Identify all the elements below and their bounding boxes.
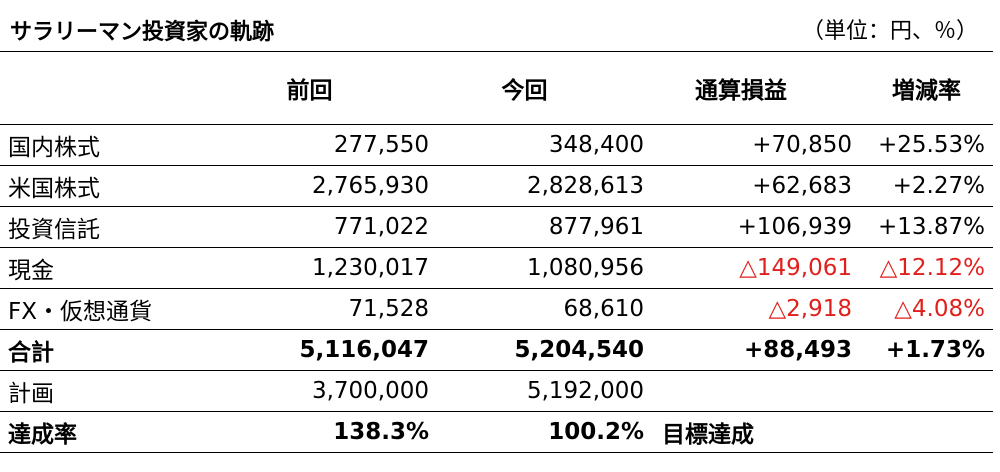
change-rate-value: △12.12% [860,247,993,289]
total-gain: +88,493 [652,329,860,371]
page-title: サラリーマン投資家の軌跡 [10,20,275,45]
previous-value: 771,022 [222,206,437,248]
change-rate-value: △4.08% [860,288,993,330]
current-value: 2,828,613 [437,165,652,207]
row-label: FX・仮想通貨 [0,288,222,330]
row-label: 現金 [0,247,222,289]
current-value: 1,080,956 [437,247,652,289]
current-value: 68,610 [437,288,652,330]
change-rate-value: +13.87% [860,206,993,248]
table-row: FX・仮想通貨 71,528 68,610 △2,918 △4.08% [0,288,993,330]
asset-table: 前回 今回 通算損益 増減率 国内株式 277,550 348,400 +70,… [0,52,993,453]
change-rate-value: +25.53% [860,124,993,166]
previous-value: 2,765,930 [222,165,437,207]
total-previous: 5,116,047 [222,329,437,371]
previous-value: 1,230,017 [222,247,437,289]
change-rate-value: +2.27% [860,165,993,207]
previous-value: 277,550 [222,124,437,166]
achievement-previous: 138.3% [222,411,437,453]
row-label: 米国株式 [0,165,222,207]
achievement-status: 目標達成 [652,411,860,453]
plan-label: 計画 [0,370,222,412]
table-row: 現金 1,230,017 1,080,956 △149,061 △12.12% [0,247,993,289]
total-gain-value: +106,939 [652,206,860,248]
total-change-rate: +1.73% [860,329,993,371]
title-divider [0,51,993,52]
total-current: 5,204,540 [437,329,652,371]
achievement-current: 100.2% [437,411,652,453]
plan-empty-rate [860,370,993,412]
total-row: 合計 5,116,047 5,204,540 +88,493 +1.73% [0,329,993,371]
plan-previous: 3,700,000 [222,370,437,412]
plan-current: 5,192,000 [437,370,652,412]
header-row: 前回 今回 通算損益 増減率 [0,52,993,125]
achievement-empty-rate [860,411,993,453]
total-gain-value: △2,918 [652,288,860,330]
total-gain-value: +62,683 [652,165,860,207]
header-current: 今回 [437,52,652,125]
current-value: 877,961 [437,206,652,248]
current-value: 348,400 [437,124,652,166]
achievement-row: 達成率 138.3% 100.2% 目標達成 [0,411,993,453]
total-gain-value: △149,061 [652,247,860,289]
header-change-rate: 増減率 [860,52,993,125]
header-category [0,52,222,125]
plan-row: 計画 3,700,000 5,192,000 [0,370,993,412]
previous-value: 71,528 [222,288,437,330]
total-gain-value: +70,850 [652,124,860,166]
achievement-label: 達成率 [0,411,222,453]
table-row: 投資信託 771,022 877,961 +106,939 +13.87% [0,206,993,248]
total-label: 合計 [0,329,222,371]
header-total-gain: 通算損益 [652,52,860,125]
plan-empty-gain [652,370,860,412]
unit-note: （単位：円、％） [801,19,978,44]
table-row: 国内株式 277,550 348,400 +70,850 +25.53% [0,124,993,166]
row-label: 投資信託 [0,206,222,248]
table-row: 米国株式 2,765,930 2,828,613 +62,683 +2.27% [0,165,993,207]
header-previous: 前回 [222,52,437,125]
row-label: 国内株式 [0,124,222,166]
